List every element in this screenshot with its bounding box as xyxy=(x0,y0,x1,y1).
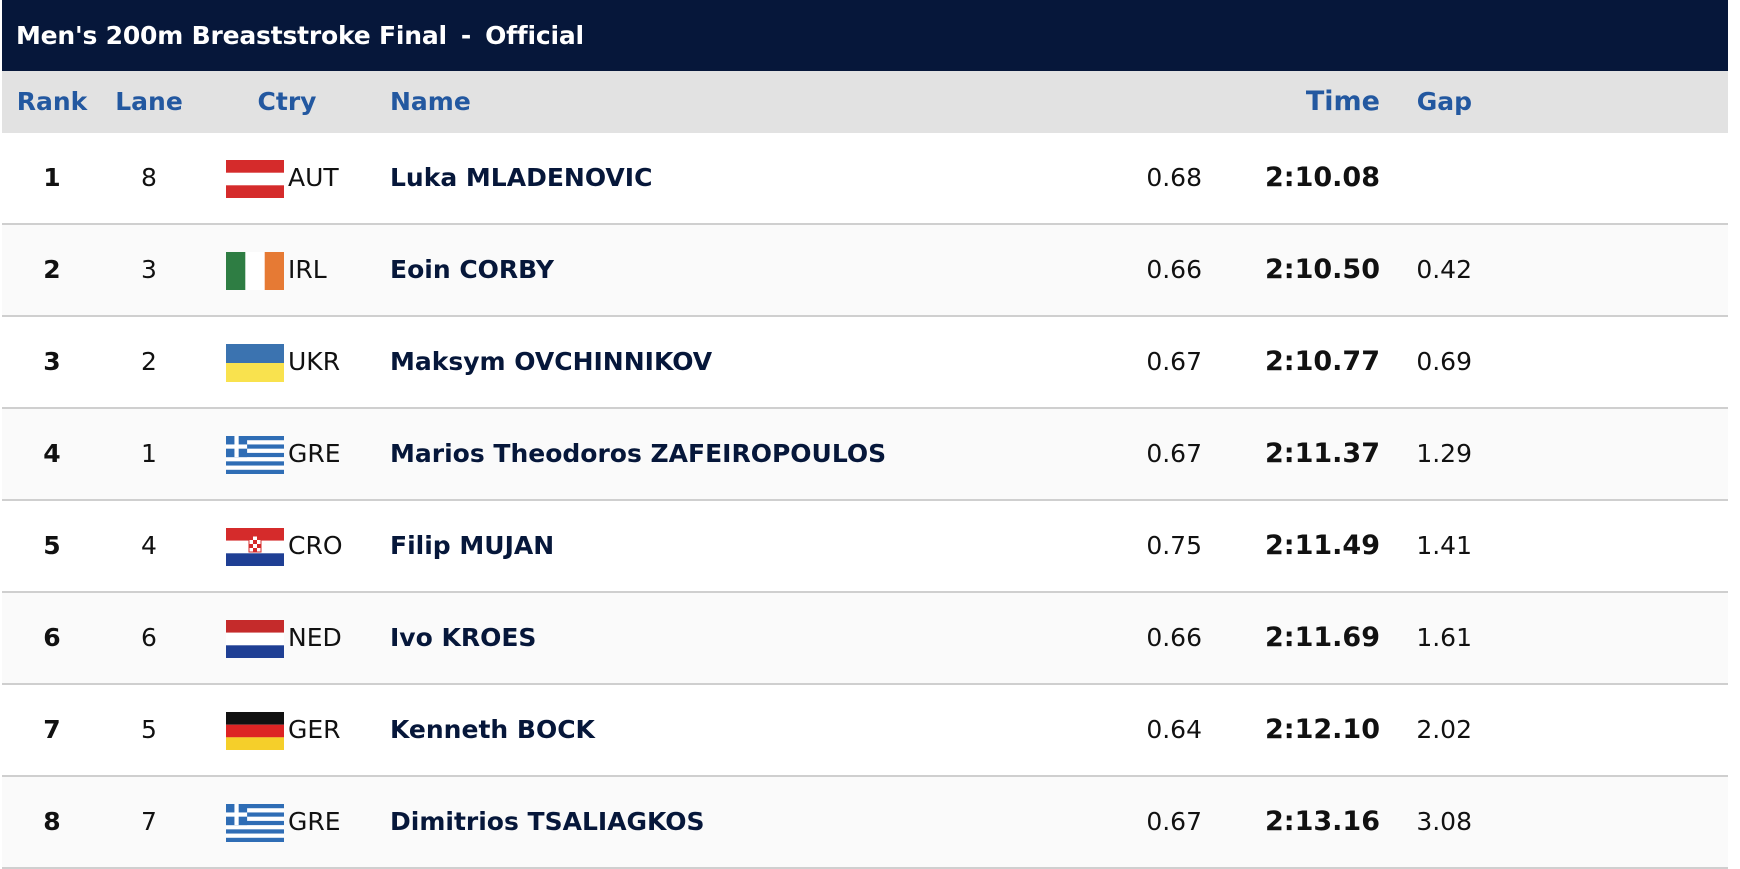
gap-cell: 1.29 xyxy=(1416,439,1472,468)
country-code-cell: UKR xyxy=(288,347,341,376)
athlete-name-link[interactable]: Luka MLADENOVIC xyxy=(390,163,653,192)
netherlands-flag-icon xyxy=(226,620,284,658)
table-body: 1 8 AUT Luka MLADENOVIC 0.68 2:10.08 2 3 IRL Eoin… xyxy=(2,133,1728,869)
germany-flag-icon xyxy=(226,712,284,750)
table-row[interactable]: 4 1 GRE Marios Theodoros ZAFEIROPOULOS 0.67 2… xyxy=(2,409,1728,501)
time-cell: 2:11.49 xyxy=(1265,530,1380,561)
rank-cell: 6 xyxy=(43,623,61,652)
athlete-name-link[interactable]: Marios Theodoros ZAFEIROPOULOS xyxy=(390,439,887,468)
lane-cell: 3 xyxy=(141,255,157,284)
gap-cell: 2.02 xyxy=(1416,715,1472,744)
rank-cell: 2 xyxy=(43,255,61,284)
rank-cell: 8 xyxy=(43,807,61,836)
time-cell: 2:10.77 xyxy=(1265,346,1380,377)
gap-cell: 0.69 xyxy=(1416,347,1472,376)
event-title: Men's 200m Breaststroke Final xyxy=(16,21,447,50)
athlete-name-link[interactable]: Filip MUJAN xyxy=(390,531,555,560)
rank-cell: 7 xyxy=(43,715,61,744)
country-code-cell: AUT xyxy=(288,163,339,192)
table-row[interactable]: 1 8 AUT Luka MLADENOVIC 0.68 2:10.08 xyxy=(2,133,1728,225)
time-cell: 2:10.08 xyxy=(1265,162,1380,193)
greece-flag-icon xyxy=(226,436,284,474)
country-code-cell: IRL xyxy=(288,255,327,284)
reaction-time-cell: 0.75 xyxy=(1146,531,1202,560)
reaction-time-cell: 0.64 xyxy=(1146,715,1202,744)
column-header-rank[interactable]: Rank xyxy=(16,87,88,116)
athlete-name-link[interactable]: Dimitrios TSALIAGKOS xyxy=(390,807,705,836)
lane-cell: 4 xyxy=(141,531,157,560)
reaction-time-cell: 0.67 xyxy=(1146,807,1202,836)
reaction-time-cell: 0.66 xyxy=(1146,623,1202,652)
athlete-name-link[interactable]: Kenneth BOCK xyxy=(390,715,595,744)
title-bar: Men's 200m Breaststroke Final - Official xyxy=(2,0,1728,71)
rank-cell: 4 xyxy=(43,439,61,468)
reaction-time-cell: 0.67 xyxy=(1146,347,1202,376)
gap-cell: 1.61 xyxy=(1416,623,1472,652)
croatia-flag-icon xyxy=(226,528,284,566)
country-code-cell: GRE xyxy=(288,807,341,836)
gap-cell: 3.08 xyxy=(1416,807,1472,836)
lane-cell: 7 xyxy=(141,807,157,836)
ukraine-flag-icon xyxy=(226,344,284,382)
lane-cell: 8 xyxy=(141,163,157,192)
lane-cell: 1 xyxy=(141,439,157,468)
rank-cell: 5 xyxy=(43,531,61,560)
table-row[interactable]: 7 5 GER Kenneth BOCK 0.64 2:12.10 2.02 xyxy=(2,685,1728,777)
reaction-time-cell: 0.68 xyxy=(1146,163,1202,192)
column-header-lane[interactable]: Lane xyxy=(115,87,183,116)
reaction-time-cell: 0.66 xyxy=(1146,255,1202,284)
country-code-cell: NED xyxy=(288,623,342,652)
lane-cell: 2 xyxy=(141,347,157,376)
lane-cell: 6 xyxy=(141,623,157,652)
table-row[interactable]: 2 3 IRL Eoin CORBY 0.66 2:10.50 0.42 xyxy=(2,225,1728,317)
column-header-ctry[interactable]: Ctry xyxy=(257,87,317,116)
athlete-name-link[interactable]: Maksym OVCHINNIKOV xyxy=(390,347,713,376)
country-code-cell: CRO xyxy=(288,531,343,560)
ireland-flag-icon xyxy=(226,252,284,290)
result-status: Official xyxy=(485,21,584,50)
country-code-cell: GRE xyxy=(288,439,341,468)
time-cell: 2:13.16 xyxy=(1265,806,1380,837)
table-row[interactable]: 6 6 NED Ivo KROES 0.66 2:11.69 1.61 xyxy=(2,593,1728,685)
country-code-cell: GER xyxy=(288,715,341,744)
time-cell: 2:11.37 xyxy=(1265,438,1380,469)
column-header-name[interactable]: Name xyxy=(390,87,471,116)
athlete-name-link[interactable]: Ivo KROES xyxy=(390,623,537,652)
gap-cell: 1.41 xyxy=(1416,531,1472,560)
time-cell: 2:12.10 xyxy=(1265,714,1380,745)
table-row[interactable]: 8 7 GRE Dimitrios TSALIAGKOS 0.67 2:13.16 3.08 xyxy=(2,777,1728,869)
rank-cell: 3 xyxy=(43,347,61,376)
title-separator: - xyxy=(460,21,472,50)
athlete-name-link[interactable]: Eoin CORBY xyxy=(390,255,554,284)
reaction-time-cell: 0.67 xyxy=(1146,439,1202,468)
table-header: Rank Lane Ctry Name Time Gap xyxy=(2,71,1728,133)
gap-cell: 0.42 xyxy=(1416,255,1472,284)
column-header-gap[interactable]: Gap xyxy=(1416,87,1472,116)
column-header-time[interactable]: Time xyxy=(1305,86,1380,117)
greece-flag-icon xyxy=(226,804,284,842)
rank-cell: 1 xyxy=(43,163,61,192)
austria-flag-icon xyxy=(226,160,284,198)
time-cell: 2:11.69 xyxy=(1265,622,1380,653)
time-cell: 2:10.50 xyxy=(1265,254,1380,285)
table-row[interactable]: 5 4 CRO Filip MUJAN 0.75 2:11.49 1.41 xyxy=(2,501,1728,593)
table-row[interactable]: 3 2 UKR Maksym OVCHINNIKOV 0.67 2:10.77 0.69 xyxy=(2,317,1728,409)
lane-cell: 5 xyxy=(141,715,157,744)
